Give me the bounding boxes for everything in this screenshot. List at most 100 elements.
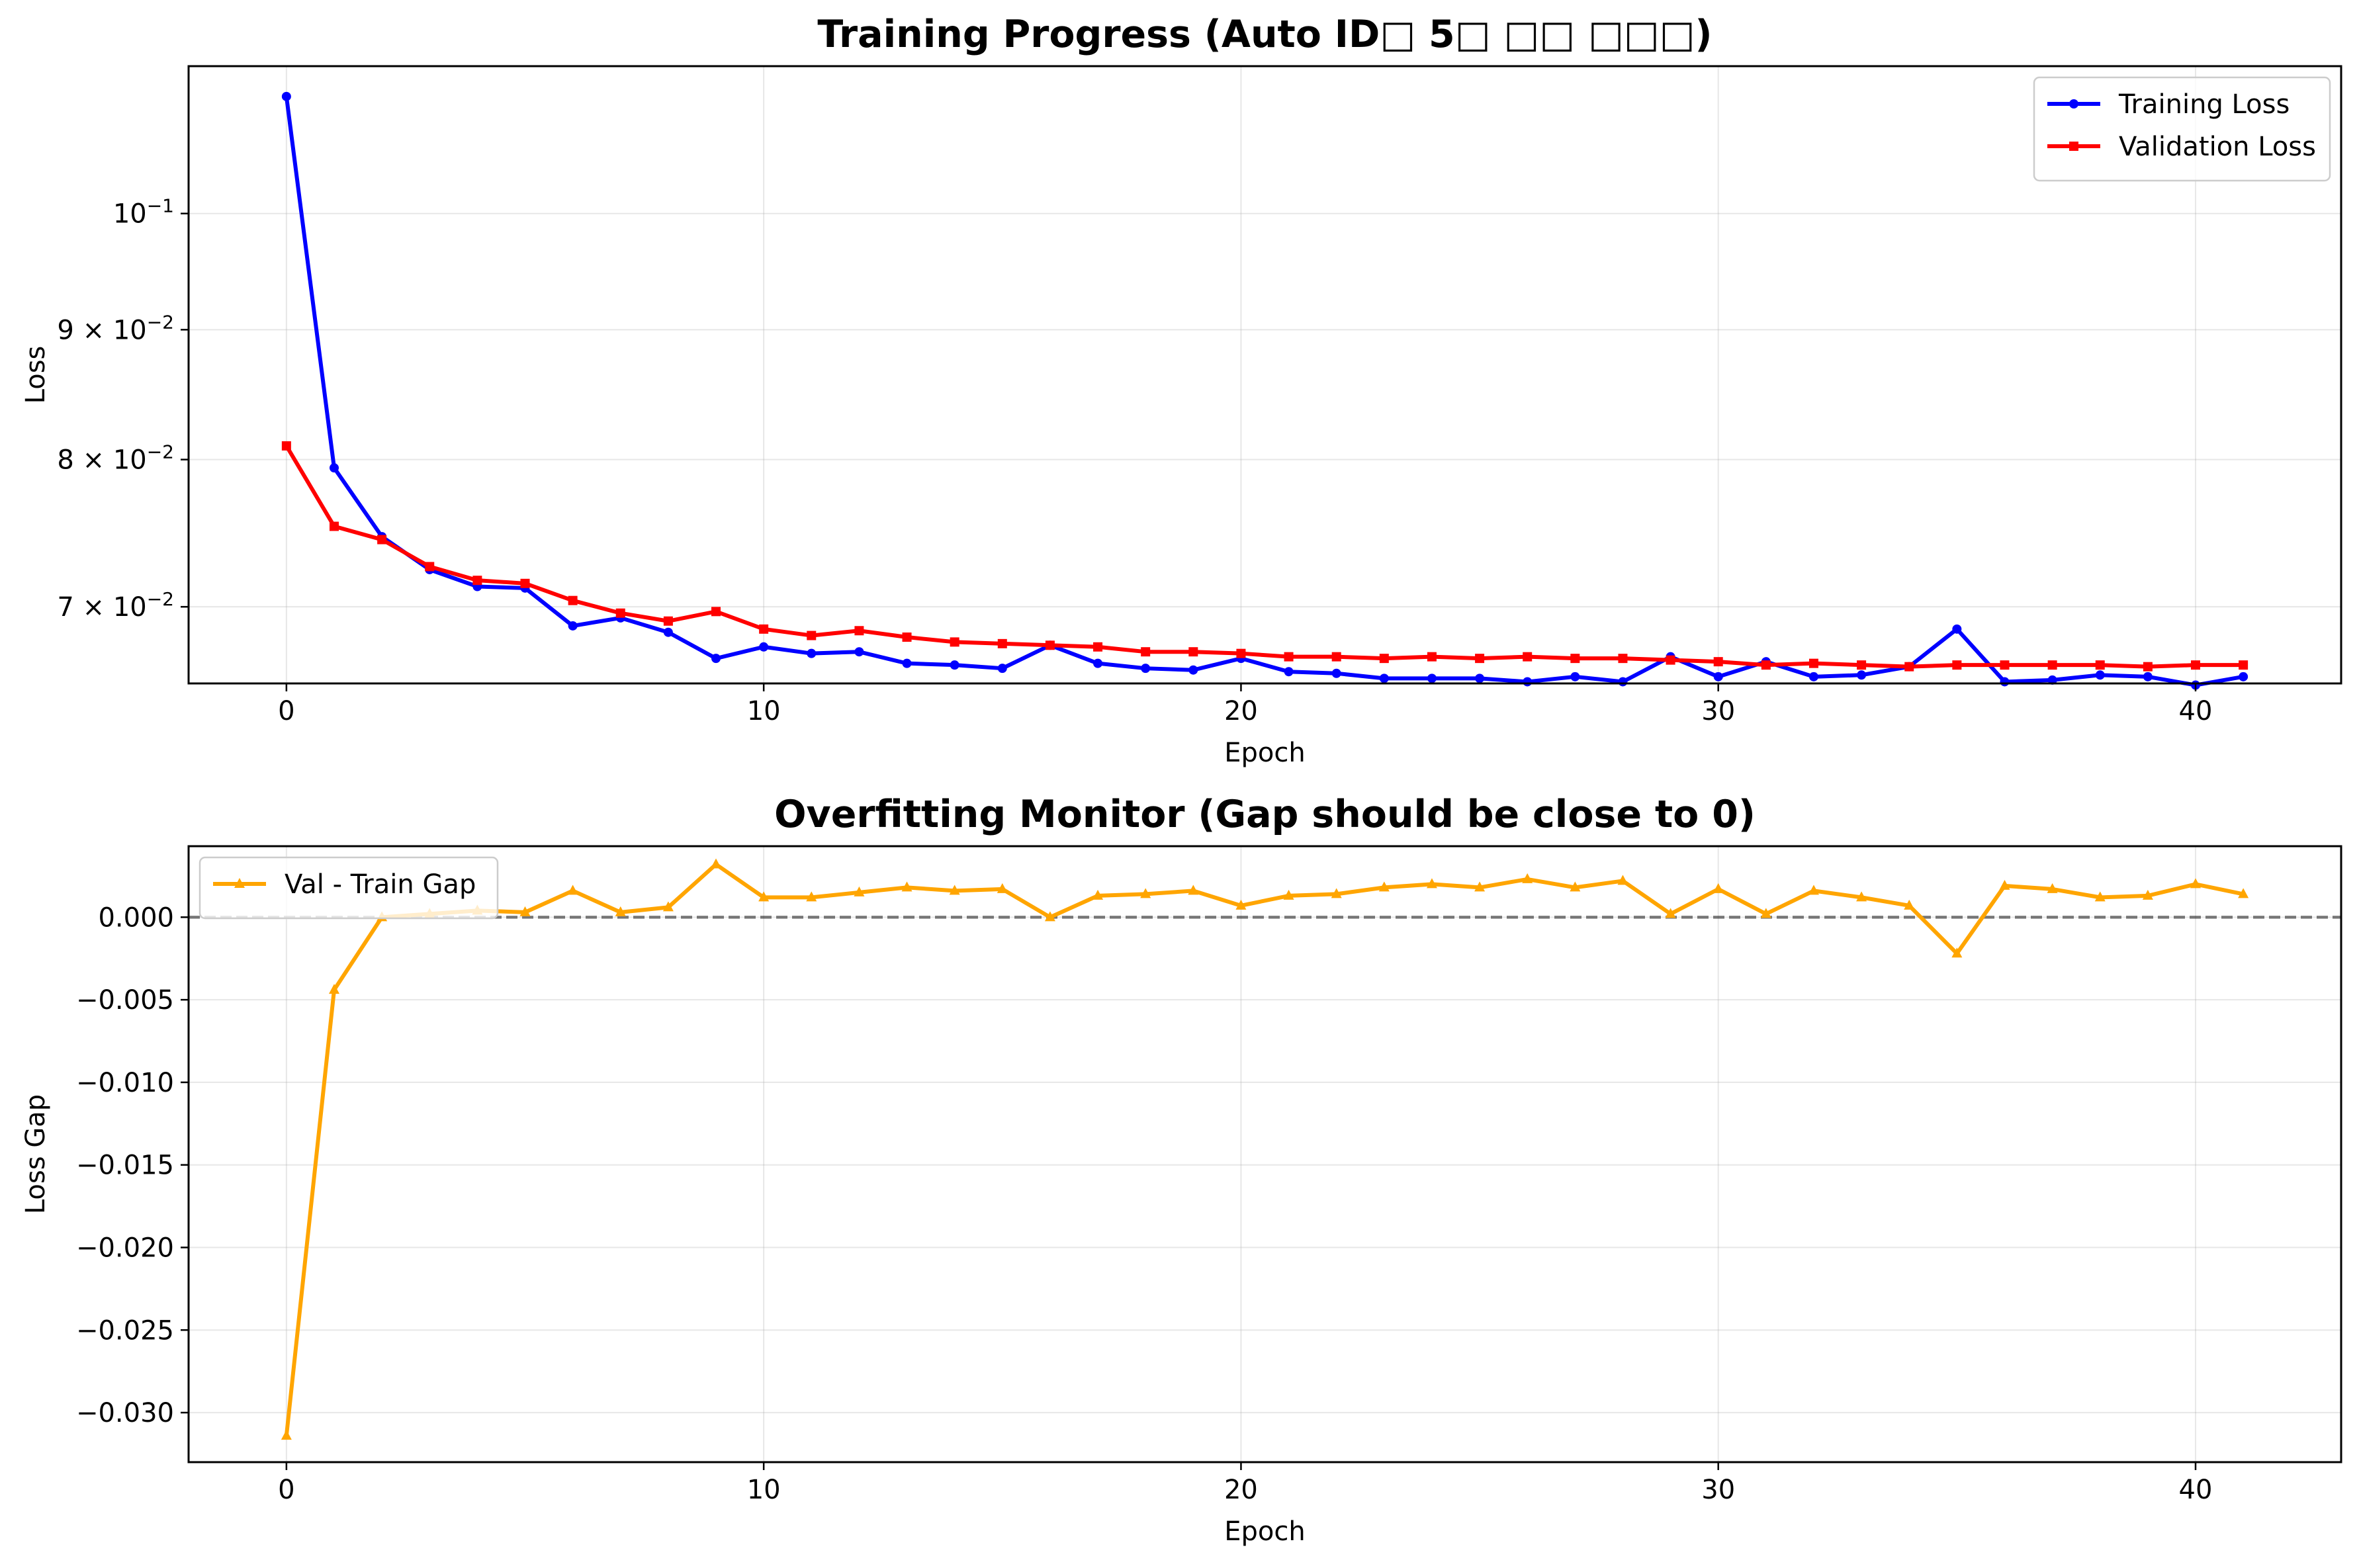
x-tick-label: 10 bbox=[747, 696, 781, 726]
data-point bbox=[2095, 670, 2105, 680]
data-point bbox=[1522, 873, 1533, 883]
data-point bbox=[2239, 660, 2248, 670]
x-tick-label: 20 bbox=[1224, 1475, 1258, 1505]
data-point bbox=[1235, 899, 1247, 910]
y-tick-exponent: −2 bbox=[147, 311, 174, 333]
data-point bbox=[2143, 672, 2153, 681]
y-tick-label: 0.000 bbox=[98, 902, 174, 933]
x-tick-label: 30 bbox=[1701, 696, 1735, 726]
data-point bbox=[1952, 660, 1962, 670]
data-point bbox=[1141, 664, 1151, 674]
data-point bbox=[1666, 655, 1675, 665]
data-point bbox=[950, 660, 959, 670]
data-point bbox=[1045, 640, 1055, 650]
data-point bbox=[662, 901, 674, 912]
data-point bbox=[281, 1430, 292, 1440]
data-point bbox=[1523, 652, 1533, 662]
data-point bbox=[1665, 908, 1676, 918]
x-tick-label: 20 bbox=[1224, 696, 1258, 726]
data-point bbox=[1808, 672, 1818, 681]
data-point bbox=[854, 647, 864, 657]
data-point bbox=[377, 535, 387, 544]
data-point bbox=[1618, 654, 1628, 664]
chart-title: Overfitting Monitor (Gap should be close… bbox=[774, 793, 1756, 836]
data-point bbox=[711, 607, 721, 617]
data-point bbox=[1713, 883, 1724, 893]
data-point bbox=[1141, 647, 1151, 657]
legend-marker bbox=[2069, 142, 2078, 151]
series-line-training-loss bbox=[284, 96, 2244, 687]
data-point bbox=[711, 654, 721, 664]
data-point bbox=[328, 984, 339, 994]
data-point bbox=[1331, 888, 1342, 898]
data-point bbox=[2000, 660, 2010, 670]
data-point bbox=[807, 648, 817, 658]
y-tick-base: 10 bbox=[113, 445, 147, 476]
data-point bbox=[1952, 624, 1962, 634]
data-point bbox=[663, 616, 673, 626]
data-point bbox=[1331, 652, 1341, 662]
data-point bbox=[1570, 654, 1580, 664]
x-axis-label: Epoch bbox=[1224, 738, 1305, 768]
data-point bbox=[425, 562, 435, 572]
data-point bbox=[806, 891, 817, 902]
data-point bbox=[902, 658, 912, 668]
y-tick-label: −0.015 bbox=[76, 1151, 174, 1181]
data-point bbox=[1808, 885, 1819, 895]
data-point bbox=[2047, 660, 2057, 670]
data-point bbox=[950, 637, 959, 647]
data-point bbox=[615, 906, 626, 916]
data-point bbox=[663, 627, 673, 637]
data-point bbox=[2143, 662, 2153, 672]
x-axis-label: Epoch bbox=[1224, 1516, 1305, 1547]
y-tick-label: −0.010 bbox=[76, 1068, 174, 1098]
data-point bbox=[1284, 652, 1294, 662]
data-point bbox=[1999, 879, 2010, 890]
y-tick-exponent: −2 bbox=[147, 588, 174, 610]
data-point bbox=[1904, 899, 1915, 910]
data-point bbox=[1188, 647, 1198, 657]
data-point bbox=[568, 621, 578, 631]
data-point bbox=[1188, 665, 1198, 675]
y-axis-label: Loss Gap bbox=[21, 1094, 51, 1214]
y-tick-label: 7 × 10−2 bbox=[57, 588, 174, 623]
data-point bbox=[472, 576, 482, 586]
data-point bbox=[519, 906, 531, 916]
overfitting-monitor-chart: 0 10 20 30 40 0.000 −0.005 −0.010 −0.015 −0.020 −0… bbox=[21, 793, 2342, 1547]
data-point bbox=[1856, 891, 1867, 902]
data-point bbox=[1093, 642, 1103, 652]
data-point bbox=[997, 883, 1008, 893]
y-tick-label: 10−1 bbox=[113, 195, 174, 230]
data-point bbox=[1951, 947, 1963, 958]
y-tick-mantissa: 9 × bbox=[57, 315, 112, 345]
legend: Val - Train Gap bbox=[199, 856, 499, 920]
data-point bbox=[1808, 658, 1818, 668]
data-point bbox=[2095, 660, 2105, 670]
data-point bbox=[329, 521, 339, 531]
y-tick-label: −0.025 bbox=[76, 1315, 174, 1346]
data-point bbox=[1857, 670, 1867, 680]
data-point bbox=[2239, 672, 2248, 681]
data-point bbox=[1760, 908, 1771, 918]
y-tick-label: −0.030 bbox=[76, 1398, 174, 1428]
data-point bbox=[2238, 888, 2249, 898]
legend-box bbox=[2033, 76, 2331, 182]
y-tick-exponent: −2 bbox=[147, 441, 174, 463]
y-tick-base: 10 bbox=[113, 199, 147, 230]
data-point bbox=[1474, 881, 1486, 892]
data-point bbox=[2047, 883, 2058, 893]
data-point bbox=[1904, 662, 1914, 672]
legend: Training Loss Validation Loss bbox=[2033, 76, 2331, 182]
legend-box bbox=[199, 856, 499, 920]
data-point bbox=[1092, 889, 1104, 900]
data-point bbox=[1617, 875, 1628, 885]
data-point bbox=[1475, 654, 1485, 664]
data-point bbox=[1713, 672, 1723, 681]
y-tick-base: 10 bbox=[113, 592, 147, 623]
data-point bbox=[854, 886, 865, 896]
y-tick-mantissa: 8 × bbox=[57, 445, 112, 476]
data-point bbox=[2191, 660, 2201, 670]
